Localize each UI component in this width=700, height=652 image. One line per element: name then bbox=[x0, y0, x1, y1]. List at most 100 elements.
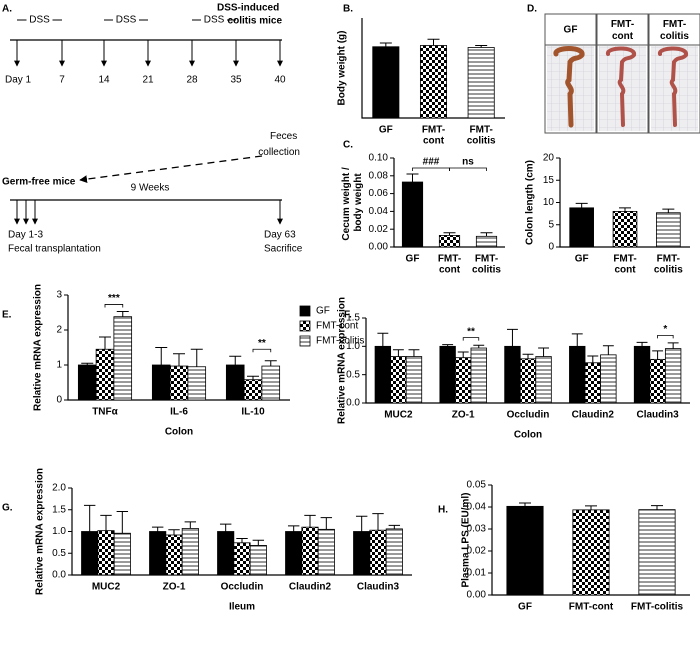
error-bar bbox=[522, 353, 534, 359]
bar bbox=[419, 45, 448, 119]
panel-label: C. bbox=[343, 140, 353, 151]
transfer-arrow bbox=[79, 155, 263, 183]
bar bbox=[470, 347, 487, 404]
bar bbox=[439, 345, 456, 404]
y-axis-title: Colon length (cm) bbox=[525, 160, 536, 245]
panel-label: H. bbox=[438, 505, 448, 516]
error-bar bbox=[636, 341, 648, 347]
bar bbox=[165, 534, 183, 576]
error-bar bbox=[406, 173, 419, 183]
x-tick-label: GF bbox=[575, 254, 589, 265]
bar bbox=[385, 528, 403, 576]
bar bbox=[249, 545, 267, 576]
error-bar bbox=[116, 310, 129, 317]
x-tick-label: GF bbox=[406, 254, 420, 265]
bar bbox=[95, 348, 115, 401]
error-bar bbox=[247, 375, 259, 380]
y-axis-title: Body weight (g) bbox=[337, 31, 348, 106]
error-bar bbox=[252, 539, 265, 546]
bar bbox=[506, 505, 544, 596]
end-note: Sacrifice bbox=[264, 244, 303, 255]
significance-bracket bbox=[449, 167, 487, 172]
error-bar bbox=[116, 510, 129, 534]
legend-swatch bbox=[299, 305, 311, 317]
y-tick-label: 0.5 bbox=[346, 369, 360, 380]
x-tick-label: Claudin2 bbox=[572, 410, 615, 421]
error-bar bbox=[667, 342, 679, 349]
x-tick-label: GF bbox=[518, 602, 532, 613]
day-label: 14 bbox=[98, 75, 110, 86]
y-tick-label: 0.02 bbox=[467, 546, 487, 557]
bar bbox=[113, 532, 131, 576]
bar bbox=[390, 356, 407, 404]
legend-swatch bbox=[299, 320, 311, 332]
bar bbox=[97, 530, 115, 576]
bar bbox=[301, 526, 319, 576]
y-tick-label: 0 bbox=[548, 242, 554, 253]
error-bar bbox=[304, 514, 316, 528]
bar bbox=[113, 316, 133, 401]
duration-label: 9 Weeks bbox=[131, 183, 170, 194]
x-tick-label: ZO-1 bbox=[452, 410, 475, 421]
panel-label: F. bbox=[344, 310, 352, 321]
error-bar bbox=[81, 362, 94, 365]
y-tick-label: 10 bbox=[543, 197, 555, 208]
bar bbox=[169, 365, 189, 401]
significance-label: ns bbox=[462, 157, 474, 168]
error-bar bbox=[475, 45, 488, 48]
bar bbox=[475, 235, 498, 248]
bar bbox=[504, 345, 521, 404]
bar bbox=[243, 379, 263, 401]
panel-label: G. bbox=[2, 503, 13, 514]
x-tick-label: FMT-cont bbox=[438, 253, 461, 275]
y-tick-label: 1.0 bbox=[346, 341, 360, 352]
error-bar bbox=[388, 524, 401, 529]
y-tick-label: 0 bbox=[56, 395, 62, 406]
bar bbox=[569, 345, 586, 404]
x-tick-label: Occludin bbox=[221, 582, 264, 593]
y-tick-label: 0.10 bbox=[369, 153, 389, 164]
bar bbox=[649, 358, 666, 404]
panel-label: A. bbox=[2, 4, 12, 15]
timeline-title: DSS-induced colitis mice bbox=[217, 2, 282, 26]
x-tick-label: FMT-cont bbox=[569, 602, 614, 613]
treatment-label: DSS bbox=[29, 15, 50, 26]
bar bbox=[455, 357, 472, 404]
significance-bracket bbox=[412, 167, 450, 172]
x-axis-title: Colon bbox=[165, 427, 193, 438]
x-tick-label: FMT-colitis bbox=[654, 253, 683, 275]
bar bbox=[519, 358, 537, 404]
bar bbox=[584, 362, 601, 404]
bar bbox=[233, 542, 251, 576]
feces-label: Feces collection bbox=[258, 131, 300, 158]
y-tick-label: 0.02 bbox=[369, 224, 389, 235]
legend-label: GF bbox=[316, 306, 330, 317]
bar bbox=[285, 531, 303, 576]
y-axis-title: Relative mRNA expression bbox=[33, 284, 44, 411]
x-tick-label: IL-6 bbox=[170, 407, 188, 418]
legend-label: FMT-cont bbox=[316, 321, 358, 332]
error-bar bbox=[190, 348, 203, 367]
x-tick-label: ZO-1 bbox=[163, 582, 186, 593]
x-tick-label: Occludin bbox=[507, 410, 550, 421]
error-bar bbox=[379, 42, 392, 47]
error-bar bbox=[585, 505, 597, 510]
significance-label: * bbox=[663, 324, 667, 335]
bar bbox=[217, 531, 235, 576]
legend-swatch bbox=[299, 335, 311, 347]
treatment-label: DSS bbox=[204, 15, 225, 26]
y-tick-label: 15 bbox=[543, 175, 555, 186]
x-tick-label: MUC2 bbox=[384, 410, 413, 421]
error-bar bbox=[427, 38, 440, 46]
error-bar bbox=[392, 349, 404, 357]
error-bar bbox=[443, 232, 456, 236]
x-tick-label: Claudin3 bbox=[636, 410, 679, 421]
start-note: Fecal transplantation bbox=[8, 244, 101, 255]
bar bbox=[438, 235, 461, 248]
bar bbox=[317, 528, 335, 576]
day-label: 35 bbox=[230, 75, 242, 86]
y-tick-label: 0.0 bbox=[346, 398, 360, 409]
y-tick-label: 0.01 bbox=[467, 568, 487, 579]
error-bar bbox=[236, 537, 248, 543]
x-tick-label: FMT-colitis bbox=[472, 253, 501, 275]
